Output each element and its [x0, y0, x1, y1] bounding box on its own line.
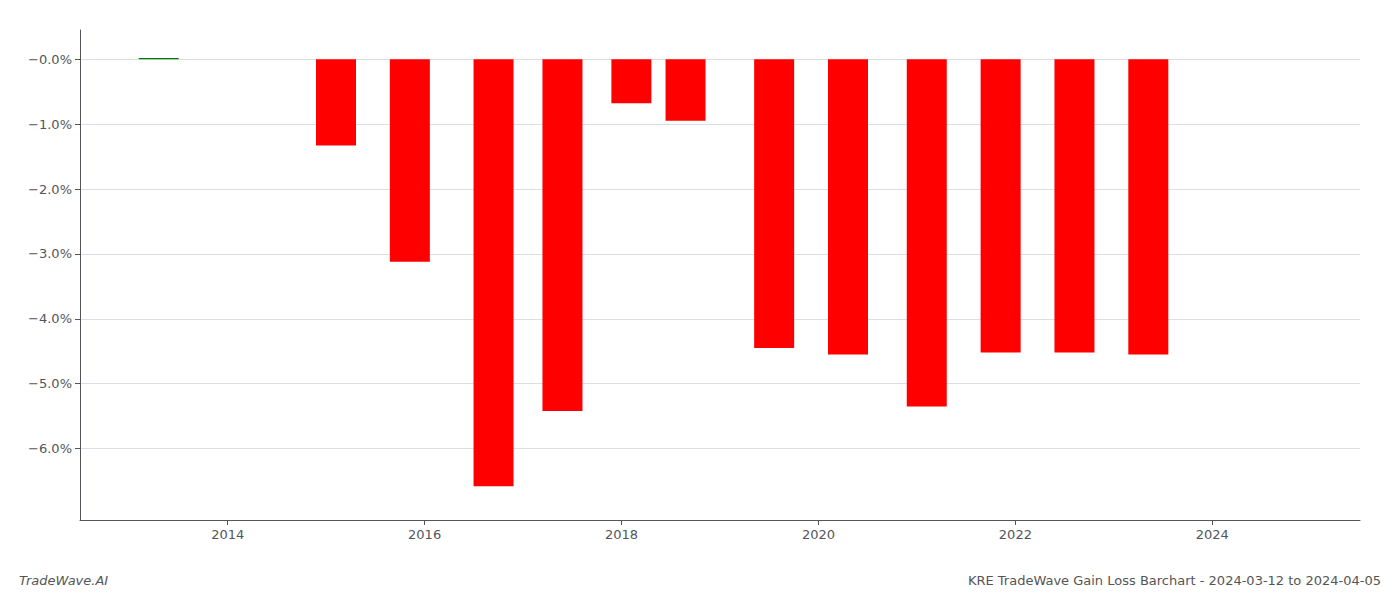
svg-text:−2.0%: −2.0% — [28, 182, 72, 197]
svg-text:−0.0%: −0.0% — [28, 52, 72, 67]
svg-text:TradeWave.AI: TradeWave.AI — [19, 573, 108, 588]
svg-text:2022: 2022 — [999, 527, 1032, 542]
svg-text:2016: 2016 — [408, 527, 441, 542]
svg-text:2024: 2024 — [1196, 527, 1229, 542]
svg-text:−3.0%: −3.0% — [28, 246, 72, 261]
svg-text:2018: 2018 — [605, 527, 638, 542]
svg-text:KRE TradeWave Gain Loss Barcha: KRE TradeWave Gain Loss Barchart - 2024-… — [968, 573, 1381, 588]
svg-text:2020: 2020 — [802, 527, 835, 542]
svg-text:−6.0%: −6.0% — [28, 441, 72, 456]
svg-text:−4.0%: −4.0% — [28, 311, 72, 326]
svg-text:−1.0%: −1.0% — [28, 117, 72, 132]
svg-text:−5.0%: −5.0% — [28, 376, 72, 391]
svg-text:2014: 2014 — [211, 527, 244, 542]
